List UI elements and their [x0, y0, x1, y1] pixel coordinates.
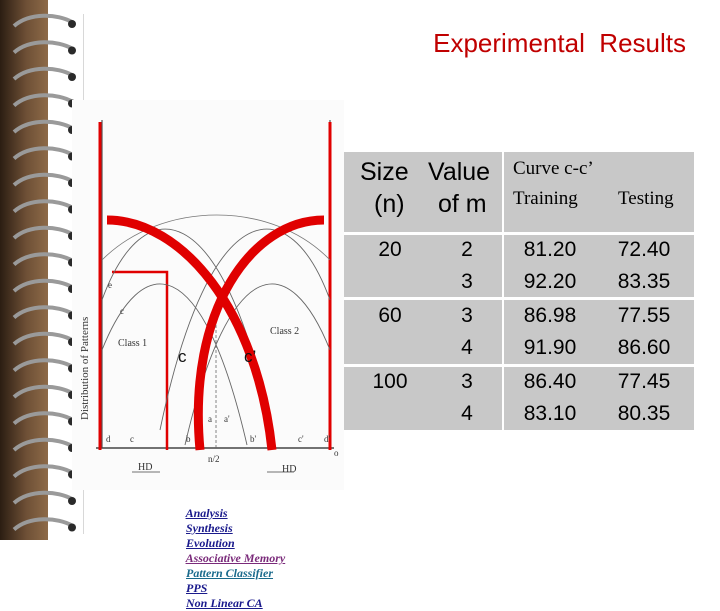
binder-ring: [12, 384, 73, 399]
table-cell-size: 100: [372, 370, 408, 393]
footer-link-evolution[interactable]: Evolution: [186, 536, 235, 550]
binder-ring: [12, 93, 73, 108]
binder-ring: [12, 437, 73, 452]
axis-letter: o: [334, 448, 339, 458]
figure-background: [72, 100, 344, 490]
table-cell-training: 92.20: [523, 270, 577, 293]
header-curve: Curve c-c’: [513, 158, 594, 179]
table-cell-training: 81.20: [523, 238, 577, 261]
binder-ring: [12, 119, 73, 134]
binder-ring: [12, 517, 73, 532]
footer-link-pattern-classifier[interactable]: Pattern Classifier: [186, 566, 274, 580]
table-cell-testing: 77.45: [617, 370, 671, 393]
table-cell-training: 86.98: [523, 304, 577, 327]
header-training: Training: [513, 188, 578, 209]
curve-c-c-prime-right: [193, 215, 325, 451]
binder-ring: [12, 305, 73, 320]
binder-ring: [12, 411, 73, 426]
binder-ring: [12, 146, 73, 161]
table-cell-training: 86.40: [523, 370, 577, 393]
table-cell-testing: 86.60: [617, 336, 671, 359]
table-cell-m: 4: [461, 402, 473, 425]
class2-curve-outer: [159, 228, 331, 431]
row-separator: [344, 364, 694, 367]
table-cell-testing: 77.55: [617, 304, 671, 327]
x-axis-letters: d c b a a' b' c' d'o: [106, 414, 339, 458]
table-cell-training: 83.10: [523, 402, 577, 425]
class1-region-outline: [112, 270, 169, 450]
center-label: n/2: [208, 454, 220, 464]
table-cell-training: 91.90: [523, 336, 577, 359]
notebook-spine: [0, 0, 48, 540]
binder-hole: [68, 523, 76, 532]
left-mark-c: c: [120, 306, 124, 316]
hd-left-label: HD: [138, 462, 152, 473]
binder-ring: [12, 199, 73, 214]
table-cell-testing: 72.40: [617, 238, 671, 261]
binder-ring: [12, 225, 73, 240]
axis-letter: b': [250, 434, 257, 444]
header-value: Value: [428, 158, 491, 186]
binder-hole: [68, 20, 76, 28]
header-separator: [344, 232, 694, 235]
class1-label: Class 1: [118, 338, 147, 349]
header-size: Size: [360, 158, 409, 186]
axis-letter: d': [324, 434, 331, 444]
binder-hole: [68, 73, 76, 81]
hd-right-label: HD: [282, 464, 296, 475]
table-cell-m: 4: [461, 336, 473, 359]
table-cell-m: 2: [461, 238, 473, 261]
header-value-sub: of m: [438, 190, 487, 218]
footer-link-analysis[interactable]: Analysis: [185, 506, 228, 520]
binder-ring: [12, 464, 73, 479]
footer-link-non-linear-ca[interactable]: Non Linear CA: [186, 596, 263, 610]
footer-link-pps[interactable]: PPS: [186, 581, 208, 595]
binder-ring: [12, 252, 73, 267]
curve-c-c-prime-left: [106, 215, 277, 451]
binder-ring: [12, 358, 73, 373]
c-label: c: [178, 347, 187, 366]
binder-ring: [12, 66, 73, 81]
binder-ring: [12, 13, 73, 28]
axis-letter: c: [130, 434, 134, 444]
axis-letter: d: [106, 434, 111, 444]
binder-hole: [68, 46, 76, 55]
class2-label: Class 2: [270, 326, 299, 337]
row-separator: [344, 297, 694, 300]
slide-title: Experimental Results: [433, 28, 686, 58]
column-separator: [502, 152, 504, 430]
binder-ring: [12, 278, 73, 293]
c-prime-label: c’: [244, 347, 256, 366]
footer-link-associative-memory[interactable]: Associative Memory: [185, 551, 286, 565]
axis-letter: a: [208, 414, 212, 424]
table-cell-size: 60: [378, 304, 402, 327]
table-cell-size: 20: [378, 238, 402, 261]
table-cell-m: 3: [461, 370, 473, 393]
header-testing: Testing: [618, 188, 674, 209]
axis-letter: c': [298, 434, 304, 444]
binder-hole: [68, 497, 76, 505]
table-cell-m: 3: [461, 304, 473, 327]
table-cell-m: 3: [461, 270, 473, 293]
top-envelope-curve: [101, 214, 331, 261]
axis-letter: a': [224, 414, 230, 424]
table-cell-testing: 83.35: [617, 270, 671, 293]
binder-ring: [12, 490, 73, 505]
results-table: Size (n) Value of m Curve c-c’ Training …: [344, 152, 694, 430]
left-mark-e: e: [108, 280, 112, 290]
binder-ring: [12, 40, 73, 55]
footer-link-synthesis[interactable]: Synthesis: [186, 521, 233, 535]
footer-links: Analysis Synthesis Evolution Associative…: [180, 491, 286, 611]
binder-ring: [12, 331, 73, 346]
class1-curve-inner: [101, 283, 248, 446]
header-size-sub: (n): [374, 190, 405, 218]
table-cell-testing: 80.35: [617, 402, 671, 425]
axis-letter: b: [186, 434, 191, 444]
y-axis-label: Distribution of Patterns: [79, 317, 91, 420]
distribution-figure: Distribution of Patterns Class 1 Class 2…: [72, 100, 344, 490]
binder-ring: [12, 172, 73, 187]
